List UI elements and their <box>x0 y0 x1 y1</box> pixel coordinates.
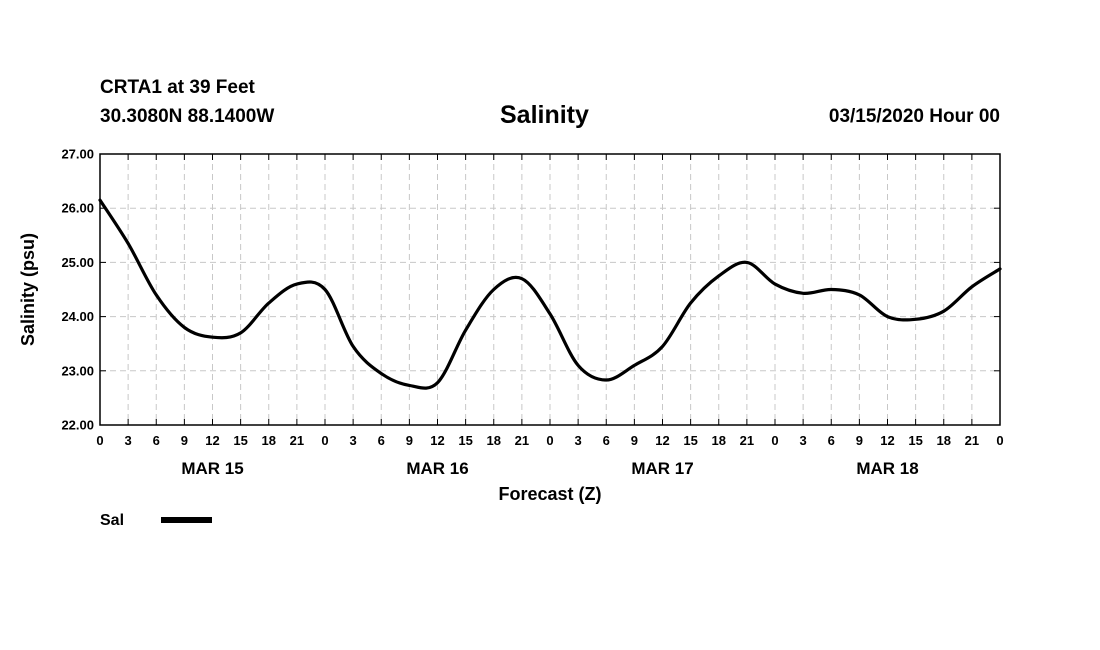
y-tick-label: 27.00 <box>61 147 94 162</box>
x-tick-label: 3 <box>575 433 582 448</box>
day-labels: MAR 15 MAR 16 MAR 17 MAR 18 <box>181 459 918 478</box>
x-tick-label: 15 <box>458 433 472 448</box>
chart-title: Salinity <box>500 101 589 129</box>
x-tick-label: 18 <box>712 433 726 448</box>
x-tick-label: 0 <box>771 433 778 448</box>
x-tick-label: 21 <box>740 433 754 448</box>
x-tick-label: 6 <box>828 433 835 448</box>
legend-label-sal: Sal <box>100 512 124 529</box>
x-tick-label: 18 <box>937 433 951 448</box>
day-label: MAR 18 <box>856 459 918 478</box>
x-tick-label: 12 <box>655 433 669 448</box>
x-tick-label: 15 <box>908 433 922 448</box>
day-label: MAR 15 <box>181 459 243 478</box>
x-tick-label: 18 <box>487 433 501 448</box>
series <box>98 198 1002 390</box>
x-tick-label: 9 <box>181 433 188 448</box>
x-tick-label: 12 <box>205 433 219 448</box>
x-tick-labels: 0 3 6 9 12 15 18 21 0 3 6 9 12 15 18 21 0 3 6 9 12 15 18 21 0 3 6 9… <box>96 433 1003 448</box>
x-tick-label: 12 <box>880 433 894 448</box>
x-tick-label: 6 <box>153 433 160 448</box>
x-tick-label: 18 <box>262 433 276 448</box>
y-axis-title: Salinity (psu) <box>18 233 38 346</box>
x-tick-label: 6 <box>378 433 385 448</box>
x-tick-label: 15 <box>233 433 247 448</box>
x-tick-label: 21 <box>290 433 304 448</box>
y-tick-label: 24.00 <box>61 309 94 324</box>
x-tick-label: 9 <box>856 433 863 448</box>
x-tick-label: 3 <box>350 433 357 448</box>
grid <box>100 154 1000 425</box>
station-name: CRTA1 at 39 Feet <box>100 77 255 98</box>
y-tick-label: 22.00 <box>61 418 94 433</box>
y-tick-labels: 22.00 23.00 24.00 25.00 26.00 27.00 <box>61 147 94 433</box>
x-tick-label: 12 <box>430 433 444 448</box>
day-label: MAR 17 <box>631 459 693 478</box>
x-tick-label: 15 <box>683 433 697 448</box>
x-axis-title: Forecast (Z) <box>498 484 601 504</box>
x-tick-label: 3 <box>800 433 807 448</box>
x-tick-label: 21 <box>965 433 979 448</box>
y-tick-label: 23.00 <box>61 363 94 378</box>
y-tick-label: 25.00 <box>61 255 94 270</box>
series-line-sal <box>98 198 1002 390</box>
day-label: MAR 16 <box>406 459 468 478</box>
forecast-run-time: 03/15/2020 Hour 00 <box>828 106 1000 127</box>
x-tick-label: 0 <box>996 433 1003 448</box>
x-tick-label: 0 <box>321 433 328 448</box>
station-coordinates: 30.3080N 88.1400W <box>100 106 275 127</box>
x-tick-label: 6 <box>603 433 610 448</box>
x-tick-label: 9 <box>406 433 413 448</box>
x-tick-label: 21 <box>515 433 529 448</box>
x-tick-label: 9 <box>631 433 638 448</box>
x-tick-label: 0 <box>546 433 553 448</box>
x-tick-label: 0 <box>96 433 103 448</box>
x-tick-label: 3 <box>125 433 132 448</box>
y-tick-label: 26.00 <box>61 201 94 216</box>
